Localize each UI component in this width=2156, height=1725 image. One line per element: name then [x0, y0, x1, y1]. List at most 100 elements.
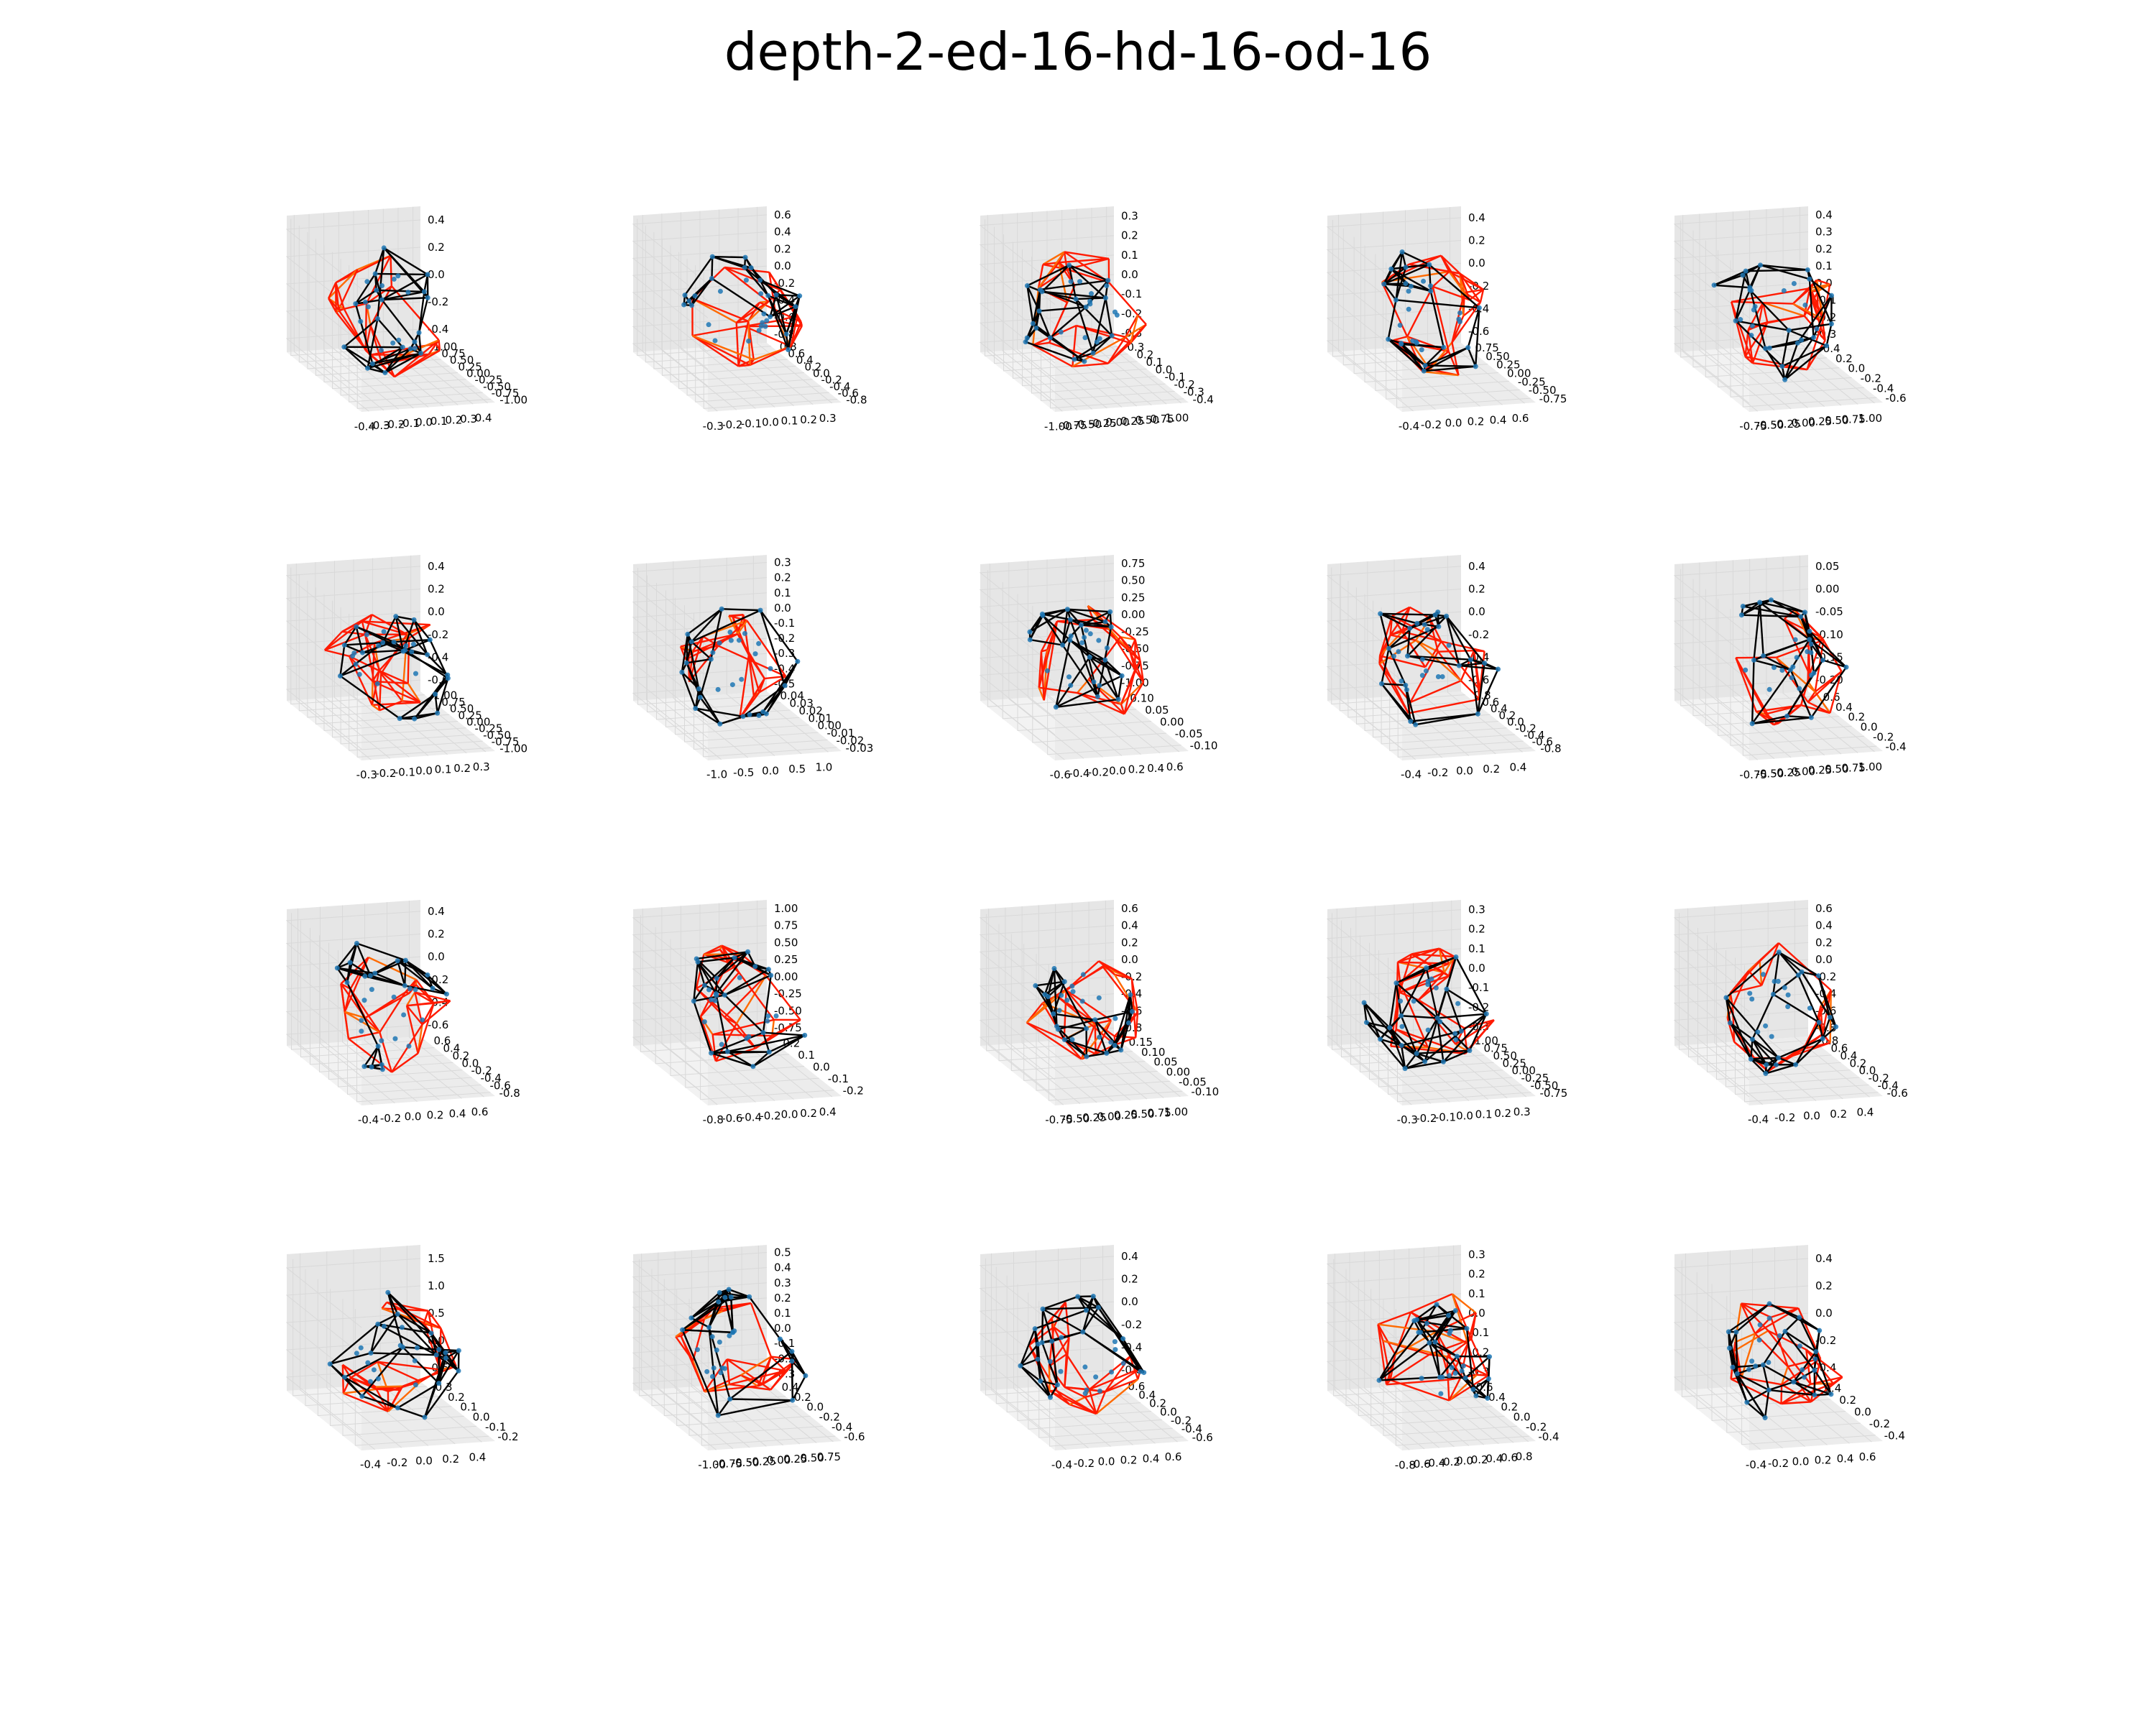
pred-edge	[1775, 656, 1816, 693]
pred-edge	[1125, 323, 1147, 338]
pred-edge	[1432, 286, 1450, 352]
truth-edge	[1400, 967, 1427, 1016]
truth-edge	[1381, 648, 1390, 684]
x-tick-label: 0.4	[1485, 1453, 1503, 1466]
truth-edge	[1778, 1037, 1823, 1059]
data-point	[1740, 604, 1746, 610]
data-point	[1080, 972, 1086, 978]
z-tick-label: -1.00	[1121, 676, 1149, 689]
x-tick-label: 0.6	[1859, 1450, 1876, 1463]
y-tick-label: 0.0	[1859, 1064, 1876, 1077]
x-tick-label: 0.0	[1098, 1455, 1115, 1468]
pred-edge	[1429, 617, 1442, 642]
truth-edge	[1760, 264, 1810, 280]
data-point	[1411, 998, 1416, 1004]
truth-edge	[729, 1398, 793, 1402]
truth-edge	[1752, 717, 1812, 724]
pred-edge	[1440, 254, 1461, 275]
pred-edge	[691, 334, 740, 367]
pred-edge	[1808, 291, 1825, 320]
data-point	[701, 1019, 707, 1025]
x-tick-label: -0.50	[1061, 1113, 1089, 1126]
data-point	[1770, 991, 1776, 997]
points	[1381, 249, 1482, 374]
pred-edge	[1432, 271, 1450, 288]
x-tick-label: -0.4	[1069, 767, 1089, 780]
pred-edge	[717, 645, 786, 678]
truth-edges	[1378, 1304, 1491, 1399]
pred-edge	[1390, 634, 1416, 642]
pred-edge	[1120, 681, 1144, 705]
pred-edge	[364, 634, 382, 674]
truth-edge	[1056, 698, 1119, 708]
truth-edge	[1401, 342, 1444, 349]
pred-edge	[1460, 680, 1480, 700]
data-point	[406, 1043, 412, 1049]
data-point	[692, 293, 698, 299]
x-tick-label: -0.50	[732, 1456, 760, 1469]
data-point	[415, 1345, 420, 1351]
x-tick-label: 0.4	[1509, 760, 1526, 773]
data-point	[1462, 1375, 1468, 1381]
data-point	[403, 643, 409, 648]
truth-edge	[1378, 1376, 1440, 1381]
pred-edge	[1395, 962, 1399, 1030]
data-point	[1075, 1294, 1081, 1300]
data-point	[1465, 345, 1471, 351]
truth-edge	[339, 642, 384, 677]
truth-edge	[711, 277, 771, 318]
pred-edge	[747, 655, 755, 696]
data-point	[1089, 291, 1095, 297]
truth-edge	[438, 1348, 459, 1372]
x-tick-label: 0.2	[1471, 1453, 1488, 1466]
y-tick-label: 0.50	[450, 354, 474, 367]
truth-edge	[1390, 251, 1404, 270]
truth-edge	[1077, 1295, 1099, 1309]
data-point	[1056, 1008, 1062, 1013]
x-tick-label: 1.0	[815, 760, 832, 773]
pred-edge	[739, 655, 750, 719]
pred-edge	[736, 300, 769, 323]
y-tick-label: -1.00	[499, 742, 528, 755]
x-tick-label: 0.50	[1825, 414, 1848, 427]
mesh	[334, 940, 451, 1073]
pred-edge	[394, 339, 440, 378]
x-tick-label: 0.0	[1803, 1110, 1820, 1123]
data-point	[1414, 1051, 1419, 1057]
x-tick-label: -1.00	[698, 1458, 726, 1471]
truth-edge	[724, 974, 772, 996]
z-tick-label: 0.0	[774, 602, 791, 615]
x-tick-label: 0.2	[1120, 1453, 1138, 1466]
truth-edge	[1728, 1331, 1737, 1349]
data-point	[1793, 1062, 1799, 1067]
pred-edge	[328, 269, 359, 299]
subplot-13: -0.75-0.50-0.250.000.250.500.751.00-0.10…	[979, 900, 1219, 1126]
data-point	[728, 638, 734, 643]
data-point	[1458, 1029, 1464, 1034]
pred-edge	[406, 1005, 423, 1026]
data-point	[379, 1067, 385, 1072]
y-tick-label: -0.50	[483, 729, 511, 742]
truth-edge	[691, 1317, 710, 1328]
truth-edge	[1442, 1013, 1488, 1063]
data-point	[727, 1396, 733, 1402]
x-tick-label: 0.4	[449, 1107, 466, 1120]
data-point	[372, 970, 378, 976]
pred-edge	[394, 349, 441, 378]
pred-edge	[375, 1389, 390, 1412]
truth-edge	[1728, 1302, 1770, 1333]
data-point	[1802, 302, 1808, 308]
points	[1376, 1302, 1493, 1401]
mesh	[1023, 251, 1147, 368]
data-point	[395, 1405, 400, 1411]
truth-edge	[402, 650, 448, 676]
truth-edge	[382, 297, 428, 301]
y-tick-label: -0.6	[1885, 392, 1906, 405]
y-tick-label: 0.2	[453, 1049, 470, 1062]
truth-edge	[1445, 988, 1462, 1031]
x-tick-label: 0.3	[473, 760, 490, 773]
data-point	[413, 987, 418, 993]
data-point	[714, 975, 719, 981]
x-tick-label: 0.4	[1856, 1105, 1874, 1118]
data-point	[1807, 276, 1812, 282]
